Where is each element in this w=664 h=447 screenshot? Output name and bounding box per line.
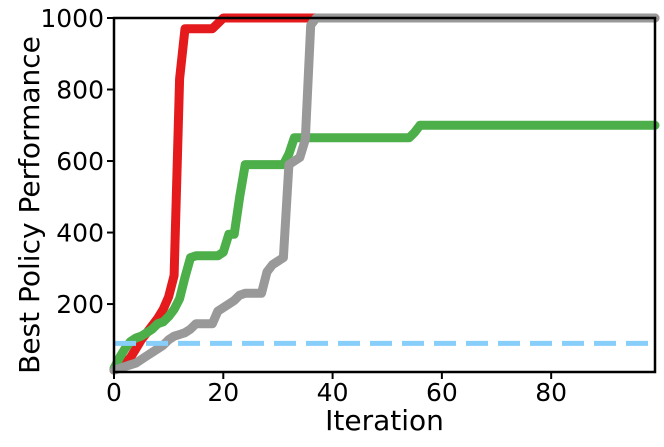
y-tick-label-0: 200 bbox=[56, 290, 104, 319]
y-tick-label-2: 600 bbox=[56, 147, 104, 176]
series-line-2 bbox=[109, 13, 660, 375]
x-tick-label-4: 80 bbox=[535, 378, 567, 407]
series-line-1 bbox=[109, 120, 660, 373]
series-layer bbox=[109, 13, 660, 375]
tick-layer: 0 20 40 60 80 200 400 600 800 1000 bbox=[40, 4, 567, 407]
y-tick-label-4: 1000 bbox=[40, 4, 104, 33]
series-line-0 bbox=[109, 13, 660, 375]
y-tick-label-1: 400 bbox=[56, 219, 104, 248]
plot-frame bbox=[112, 16, 657, 374]
y-axis-label: Best Policy Performance bbox=[13, 36, 46, 374]
x-tick-label-3: 60 bbox=[426, 378, 458, 407]
x-tick-label-2: 40 bbox=[317, 378, 349, 407]
x-tick-label-1: 20 bbox=[207, 378, 239, 407]
x-tick-label-0: 0 bbox=[106, 378, 122, 407]
y-tick-label-3: 800 bbox=[56, 76, 104, 105]
x-axis-label: Iteration bbox=[325, 404, 444, 437]
